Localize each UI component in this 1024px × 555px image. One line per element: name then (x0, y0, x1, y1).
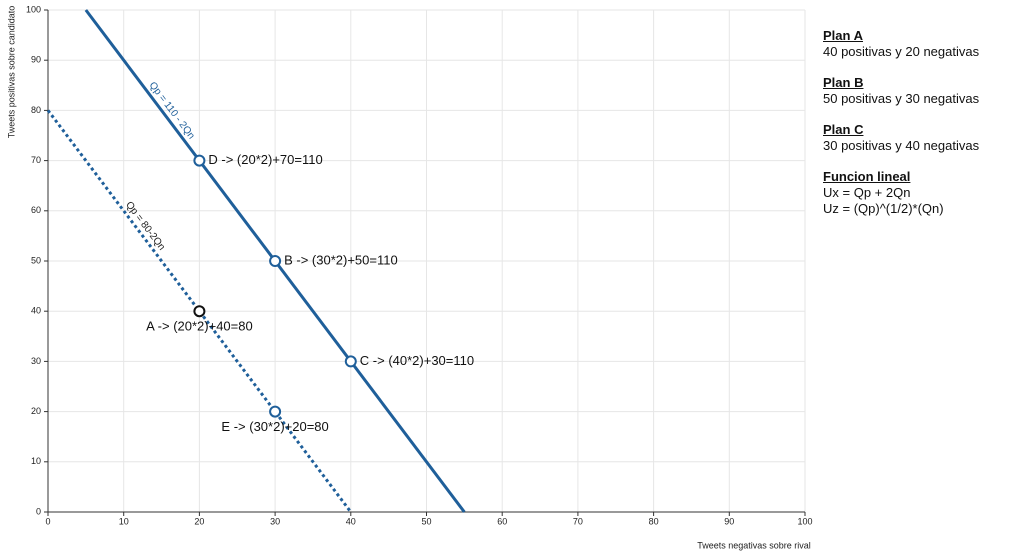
point-label: C -> (40*2)+30=110 (360, 353, 474, 368)
x-tick-label: 90 (724, 516, 734, 526)
point-label: A -> (20*2)+40=80 (146, 319, 253, 334)
section-title: Plan B (823, 75, 864, 90)
point-label: B -> (30*2)+50=110 (284, 252, 398, 267)
y-tick-label: 90 (31, 55, 41, 65)
y-tick-label: 20 (31, 406, 41, 416)
x-tick-label: 0 (45, 516, 50, 526)
x-tick-label: 60 (497, 516, 507, 526)
data-point (344, 355, 357, 368)
section-line: Ux = Qp + 2Qn (823, 185, 911, 200)
data-point (269, 255, 282, 267)
point-label: E -> (30*2)+20=80 (221, 419, 328, 434)
y-tick-label: 100 (26, 4, 41, 14)
point-label: D -> (20*2)+70=110 (208, 152, 322, 167)
x-axis-label: Tweets negativas sobre rival (697, 540, 811, 550)
section-title: Funcion lineal (823, 169, 911, 184)
x-tick-label: 50 (421, 516, 431, 526)
plan-section: Plan C 30 positivas y 40 negativas (823, 122, 979, 154)
section-line: Uz = (Qp)^(1/2)*(Qn) (823, 201, 944, 216)
x-tick-label: 40 (346, 516, 356, 526)
line-label: Qp = 80-2Qn (123, 200, 167, 253)
section-line: 50 positivas y 30 negativas (823, 91, 980, 106)
data-point (193, 154, 206, 167)
y-tick-label: 10 (31, 456, 41, 466)
x-tick-label: 100 (797, 516, 812, 526)
data-point (269, 405, 282, 418)
section-line: 30 positivas y 40 negativas (823, 138, 980, 153)
plan-section: Plan A 40 positivas y 20 negativas (823, 28, 979, 60)
x-tick-label: 10 (119, 516, 129, 526)
data-point (193, 305, 206, 318)
x-tick-label: 30 (270, 516, 280, 526)
y-tick-label: 40 (31, 306, 41, 316)
section-line: 40 positivas y 20 negativas (823, 44, 980, 59)
y-tick-label: 60 (31, 205, 41, 215)
section-title: Plan A (823, 28, 863, 43)
x-tick-label: 20 (194, 516, 204, 526)
plan-section: Funcion lineal Ux = Qp + 2Qn Uz = (Qp)^(1/… (823, 169, 979, 217)
y-tick-label: 30 (31, 356, 41, 366)
y-tick-label: 50 (31, 255, 41, 265)
x-tick-label: 80 (649, 516, 659, 526)
y-tick-label: 70 (31, 155, 41, 165)
plan-section: Plan B 50 positivas y 30 negativas (823, 75, 979, 107)
y-axis-label: Tweets positivas sobre candidato (6, 6, 16, 139)
chart: Tweets negativas sobre rival Tweets posi… (6, 4, 812, 550)
y-tick-label: 0 (36, 506, 41, 516)
section-title: Plan C (823, 122, 864, 137)
y-tick-label: 80 (31, 105, 41, 115)
x-tick-label: 70 (573, 516, 583, 526)
